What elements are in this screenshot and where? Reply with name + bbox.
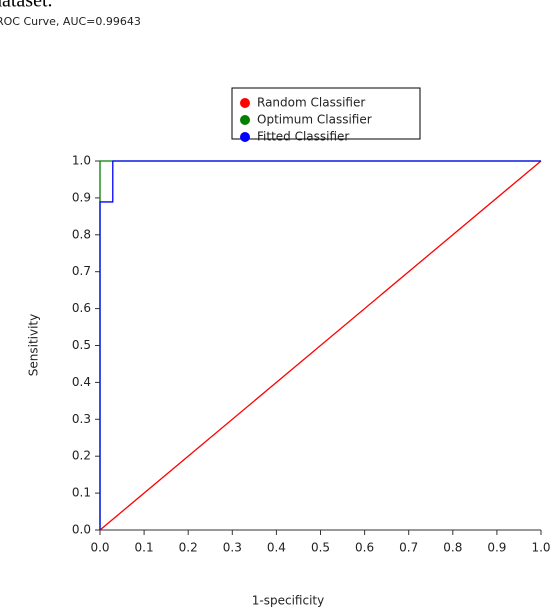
legend-marker <box>240 115 250 125</box>
x-tick-label: 0.3 <box>223 541 242 555</box>
legend-label: Random Classifier <box>257 96 365 110</box>
y-tick-label: 0.5 <box>72 338 91 352</box>
x-tick-label: 0.0 <box>90 541 109 555</box>
x-tick-label: 0.4 <box>267 541 286 555</box>
x-tick-label: 0.5 <box>311 541 330 555</box>
y-tick-label: 1.0 <box>72 154 91 168</box>
y-tick-label: 0.1 <box>72 486 91 500</box>
x-tick-label: 0.8 <box>443 541 462 555</box>
page-heading: dataset. <box>0 0 53 12</box>
x-axis-title: 1-specificity <box>252 594 324 608</box>
series-line <box>99 160 542 531</box>
y-tick-label: 0.7 <box>72 264 91 278</box>
y-tick-label: 0.9 <box>72 190 91 204</box>
y-tick-label: 0.6 <box>72 301 91 315</box>
legend-box <box>231 87 421 140</box>
legend-marker <box>240 98 250 108</box>
series-line <box>99 160 541 530</box>
y-tick-label: 0.4 <box>72 375 91 389</box>
y-tick-label: 0.3 <box>72 412 91 426</box>
y-axis-title: Sensitivity <box>27 314 41 376</box>
x-tick-label: 0.1 <box>135 541 154 555</box>
y-tick-label: 0.0 <box>72 523 91 537</box>
legend-marker <box>240 132 250 142</box>
x-tick-label: 0.7 <box>399 541 418 555</box>
chart-title: ROC Curve, AUC=0.99643 <box>0 15 141 28</box>
y-tick-label: 0.8 <box>72 227 91 241</box>
y-tick-label: 0.2 <box>72 449 91 463</box>
x-tick-label: 0.9 <box>487 541 506 555</box>
legend-label: Fitted Classifier <box>257 130 349 144</box>
x-tick-label: 0.2 <box>179 541 198 555</box>
legend-label: Optimum Classifier <box>257 113 372 127</box>
x-tick-label: 0.6 <box>355 541 374 555</box>
x-tick-label: 1.0 <box>531 541 550 555</box>
